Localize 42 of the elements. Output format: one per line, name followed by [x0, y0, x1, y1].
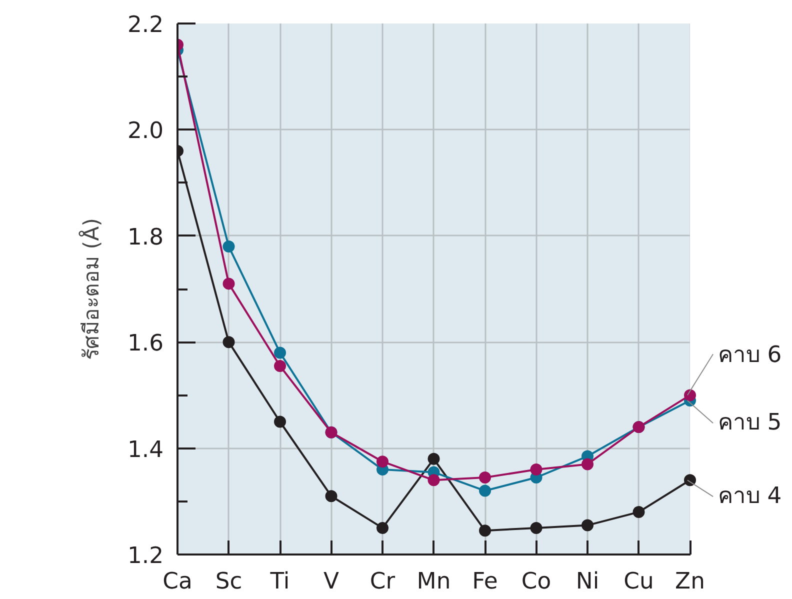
- point: [530, 522, 542, 534]
- point: [684, 389, 696, 402]
- x-tick-label: V: [324, 568, 340, 594]
- point: [376, 522, 388, 534]
- point: [428, 474, 440, 486]
- point: [222, 336, 235, 348]
- point: [582, 519, 594, 532]
- x-tick-label: Zn: [675, 568, 705, 594]
- point: [222, 240, 235, 253]
- point: [479, 524, 491, 537]
- y-tick-label: 1.6: [127, 330, 164, 357]
- series-label: คาบ 6: [718, 342, 782, 368]
- y-tick-label: 1.4: [127, 436, 164, 463]
- point: [684, 474, 696, 486]
- y-tick-label: 1.2: [127, 543, 164, 569]
- x-tick-label: Cr: [370, 568, 396, 594]
- x-tick-label: Mn: [416, 568, 451, 594]
- point: [325, 490, 338, 502]
- series-label: คาบ 4: [718, 483, 782, 510]
- point: [582, 458, 594, 470]
- y-tick-label: 2.0: [127, 118, 164, 144]
- x-tick-label: Ca: [162, 568, 192, 594]
- x-tick-label: Sc: [215, 568, 242, 594]
- point: [376, 456, 388, 468]
- x-tick-label: Ti: [269, 568, 290, 594]
- x-tick-label: Ni: [576, 568, 600, 594]
- y-tick-label: 2.2: [127, 12, 164, 38]
- y-axis-title: รัศมีอะตอม (Å): [78, 218, 104, 360]
- x-tick-label: Co: [521, 568, 552, 594]
- x-tick-label: Fe: [472, 568, 498, 594]
- point: [632, 506, 645, 518]
- point: [428, 452, 440, 465]
- point: [479, 472, 491, 484]
- series-label: คาบ 5: [718, 410, 782, 436]
- y-tick-label: 1.8: [127, 224, 164, 250]
- point: [274, 360, 286, 372]
- point: [274, 346, 286, 359]
- point: [479, 484, 491, 497]
- point: [274, 416, 286, 428]
- point: [222, 278, 235, 290]
- x-tick-label: Cu: [624, 568, 654, 594]
- point: [530, 464, 542, 476]
